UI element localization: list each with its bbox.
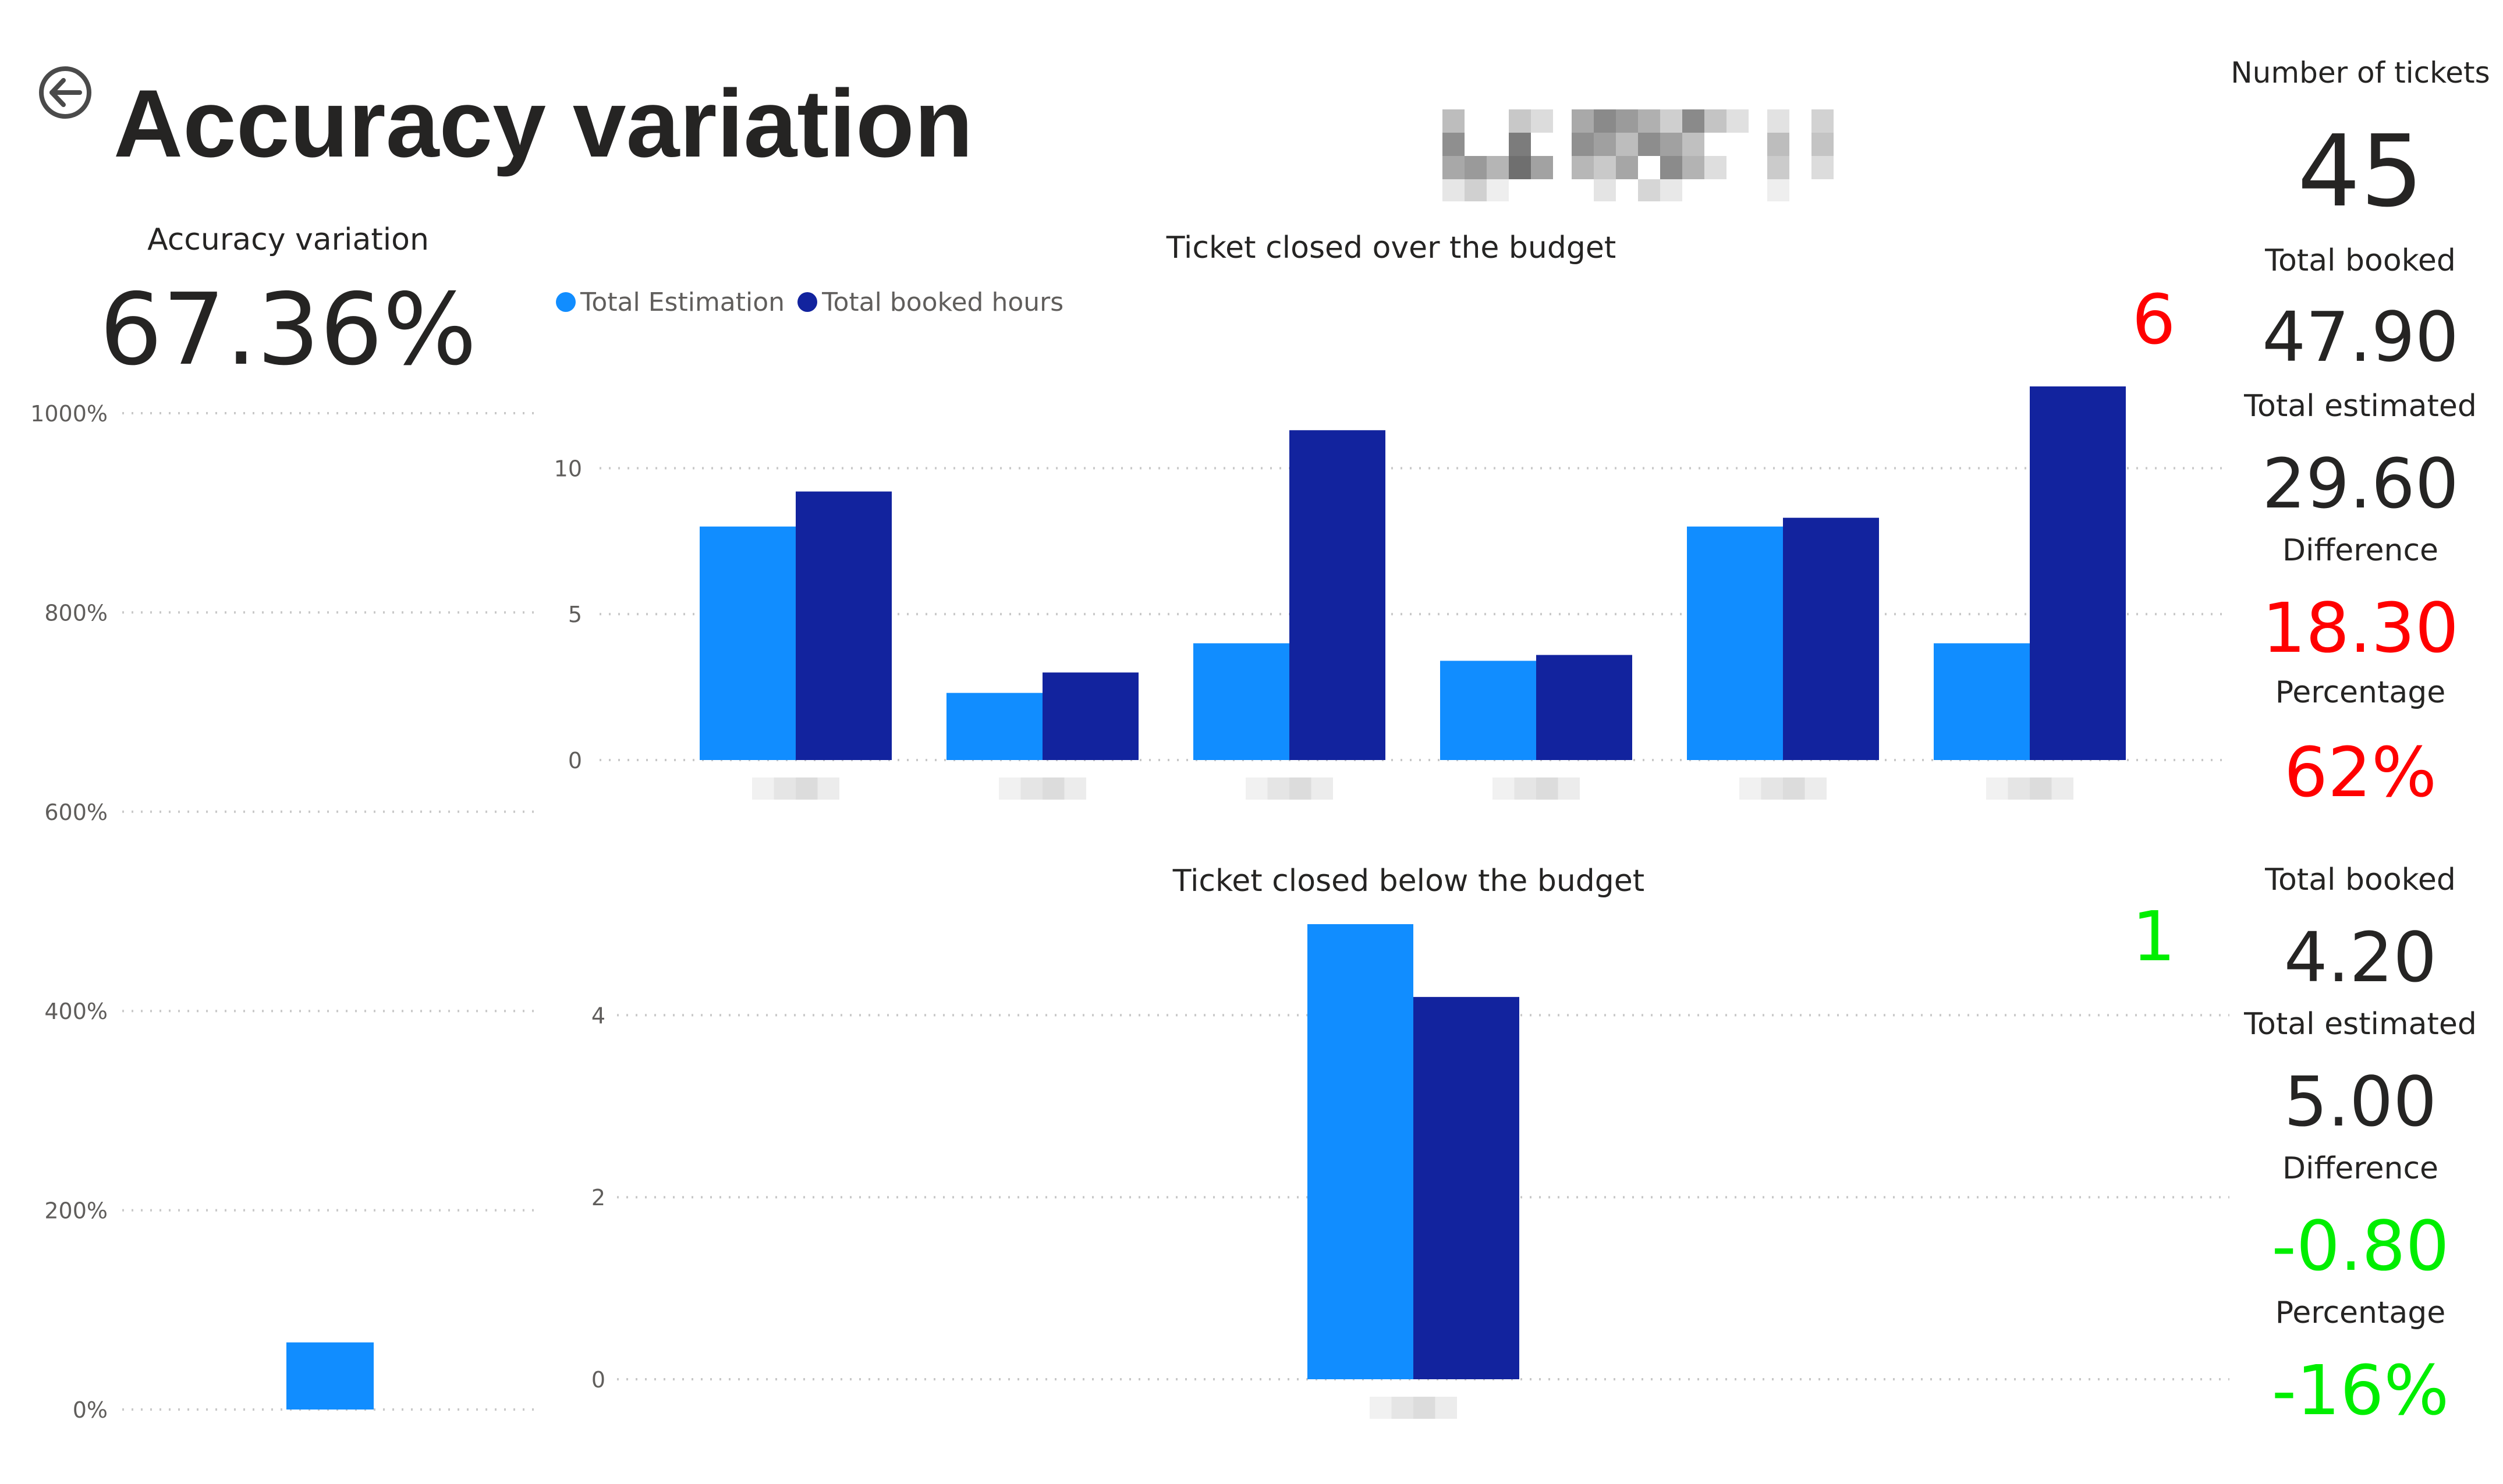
- over-total-estimated-label: Total estimated: [2244, 389, 2477, 424]
- below-budget-y-tick-label: 0: [591, 1367, 605, 1393]
- accuracy-y-tick-label: 600%: [44, 800, 108, 825]
- below-budget-estimation-bar: [1307, 924, 1413, 1379]
- over-budget-estimation-bar: [1193, 643, 1289, 760]
- legend-item-estimation: Total Estimation: [556, 287, 785, 317]
- below-budget-booked-bar: [1413, 997, 1519, 1379]
- number-of-tickets-value: 45: [2297, 114, 2424, 229]
- over-total-booked-label: Total booked: [2265, 243, 2456, 278]
- accuracy-y-tick-label: 1000%: [30, 401, 108, 427]
- below-difference-label: Difference: [2282, 1151, 2439, 1186]
- accuracy-variation-label: Accuracy variation: [147, 222, 429, 257]
- legend-item-booked: Total booked hours: [797, 287, 1063, 317]
- over-budget-x-label-redacted: [1492, 777, 1580, 800]
- number-of-tickets-label: Number of tickets: [2231, 56, 2490, 90]
- over-budget-x-label-redacted: [1739, 777, 1827, 800]
- over-difference-label: Difference: [2282, 533, 2439, 568]
- over-total-estimated-value: 29.60: [2262, 443, 2459, 524]
- over-budget-x-label-redacted: [1986, 777, 2073, 800]
- over-budget-booked-bar: [1289, 430, 1385, 760]
- below-percentage-value: -16%: [2271, 1350, 2449, 1430]
- over-budget-estimation-bar: [1687, 526, 1783, 760]
- below-total-estimated-value: 5.00: [2284, 1061, 2437, 1142]
- over-budget-chart-title: Ticket closed over the budget: [1166, 230, 1616, 265]
- legend-label-booked: Total booked hours: [822, 287, 1064, 317]
- legend-label-estimation: Total Estimation: [580, 287, 785, 317]
- over-budget-estimation-bar: [1440, 661, 1536, 760]
- redacted-image: [1442, 109, 1834, 201]
- over-budget-booked-bar: [796, 491, 892, 760]
- over-budget-x-label-redacted: [999, 777, 1086, 800]
- over-percentage-label: Percentage: [2275, 675, 2446, 710]
- over-total-booked-value: 47.90: [2262, 297, 2459, 377]
- below-difference-value: -0.80: [2271, 1206, 2449, 1286]
- accuracy-y-tick-label: 0%: [73, 1397, 108, 1423]
- over-budget-x-label-redacted: [1246, 777, 1333, 800]
- over-budget-estimation-bar: [700, 526, 796, 760]
- over-budget-count: 6: [2132, 279, 2176, 360]
- over-budget-estimation-bar: [1934, 643, 2030, 760]
- over-budget-y-tick-label: 0: [568, 748, 582, 773]
- below-budget-count: 1: [2132, 896, 2176, 977]
- over-budget-y-tick-label: 5: [568, 602, 582, 627]
- accuracy-y-tick-label: 400%: [44, 999, 108, 1024]
- below-budget-chart-title: Ticket closed below the budget: [1172, 864, 1645, 899]
- over-budget-booked-bar: [1043, 672, 1139, 760]
- below-budget-x-label-redacted: [1370, 1397, 1457, 1419]
- accuracy-y-tick-label: 200%: [44, 1198, 108, 1224]
- over-budget-estimation-bar: [946, 693, 1043, 760]
- back-arrow-icon: [39, 66, 91, 119]
- over-percentage-value: 62%: [2284, 732, 2437, 812]
- over-budget-y-tick-label: 10: [554, 456, 582, 481]
- below-total-booked-value: 4.20: [2284, 917, 2437, 997]
- over-difference-value: 18.30: [2262, 588, 2459, 668]
- accuracy-bar: [286, 1342, 374, 1410]
- below-percentage-label: Percentage: [2275, 1295, 2446, 1330]
- over-budget-booked-bar: [1783, 517, 1879, 760]
- legend-dot-booked: [797, 292, 818, 312]
- below-budget-y-tick-label: 2: [591, 1185, 605, 1210]
- chart-legend: Total Estimation Total booked hours: [556, 287, 1076, 317]
- accuracy-variation-value: 67.36%: [99, 272, 477, 388]
- over-budget-x-label-redacted: [752, 777, 839, 800]
- accuracy-y-tick-label: 800%: [44, 600, 108, 626]
- over-budget-booked-bar: [2030, 386, 2126, 760]
- below-budget-y-tick-label: 4: [591, 1003, 605, 1028]
- page-title: Accuracy variation: [114, 70, 973, 177]
- back-button[interactable]: [38, 65, 93, 120]
- over-budget-booked-bar: [1536, 655, 1632, 760]
- legend-dot-estimation: [556, 292, 576, 312]
- below-total-booked-label: Total booked: [2265, 862, 2456, 897]
- below-total-estimated-label: Total estimated: [2244, 1007, 2477, 1042]
